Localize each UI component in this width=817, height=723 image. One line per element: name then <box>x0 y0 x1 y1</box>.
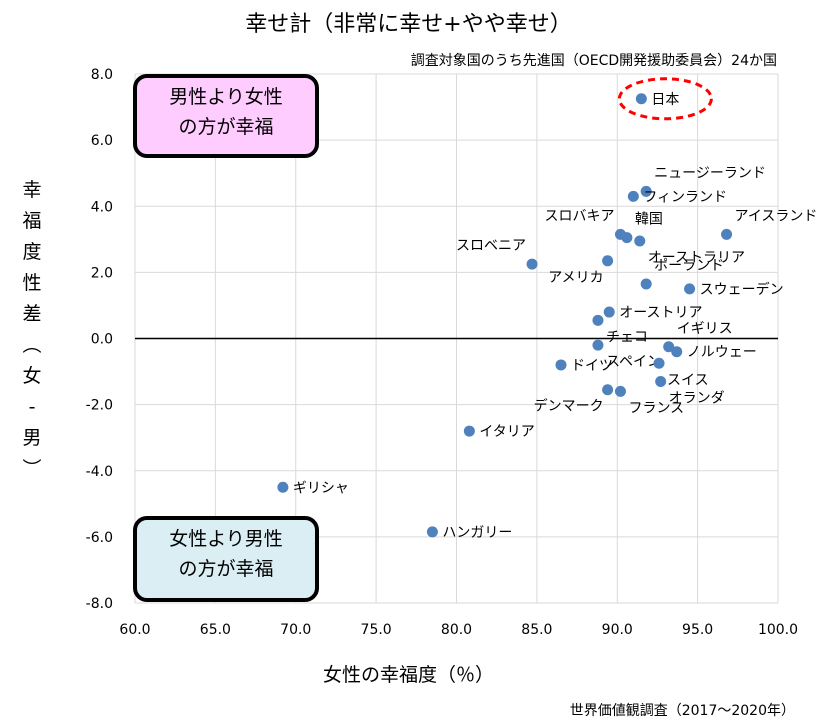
y-tick-label: 4.0 <box>91 199 113 215</box>
data-point <box>634 235 646 247</box>
point-label: ノルウェー <box>687 345 757 361</box>
data-point <box>277 481 289 493</box>
point-label: オーストラリア <box>648 250 745 266</box>
data-point <box>602 384 614 396</box>
y-tick-label: -2.0 <box>86 398 113 414</box>
data-point <box>614 385 626 397</box>
point-label: スロベニア <box>456 238 526 254</box>
data-point <box>663 341 675 353</box>
data-point <box>655 375 667 387</box>
annotation-line-2: の方が幸福 <box>178 558 274 580</box>
point-label: スペイン <box>606 354 661 370</box>
annotation-line-1: 男性より女性 <box>169 86 283 108</box>
chart-title: 幸せ計（非常に幸せ+やや幸せ） <box>245 12 572 37</box>
point-label: スロバキア <box>544 208 614 224</box>
x-tick-label: 95.0 <box>682 622 713 638</box>
data-point <box>640 278 652 290</box>
data-point <box>526 258 538 270</box>
data-point <box>592 314 604 326</box>
data-point <box>627 190 639 202</box>
x-tick-label: 75.0 <box>361 622 392 638</box>
x-tick-label: 80.0 <box>441 622 472 638</box>
x-tick-label: 60.0 <box>119 622 150 638</box>
annotation-line-1: 女性より男性 <box>169 528 283 550</box>
y-tick-label: -4.0 <box>86 464 113 480</box>
y-tick-label: -6.0 <box>86 530 113 546</box>
point-label: アイスランド <box>735 208 817 224</box>
point-label: オランダ <box>669 390 725 406</box>
data-point <box>592 339 604 351</box>
source-note: 世界価値観調査（2017～2020年） <box>569 703 795 719</box>
y-tick-label: 6.0 <box>91 133 113 149</box>
point-label: ドイツ <box>571 358 613 374</box>
y-tick-label: 0.0 <box>91 332 113 348</box>
data-point <box>621 232 633 244</box>
point-label: オーストリア <box>619 305 702 321</box>
data-point <box>635 93 647 105</box>
data-point <box>555 359 567 371</box>
point-label: 韓国 <box>635 212 663 228</box>
x-tick-label: 85.0 <box>521 622 552 638</box>
annotation-box-men-happier: 女性より男性 の方が幸福 <box>133 516 319 602</box>
x-tick-label: 90.0 <box>602 622 633 638</box>
point-label: スイス <box>667 372 709 388</box>
point-label: フランス <box>628 400 684 416</box>
annotation-box-women-happier: 男性より女性 の方が幸福 <box>133 74 319 158</box>
x-tick-label: 100.0 <box>758 622 798 638</box>
data-point <box>653 357 665 369</box>
point-label: イギリス <box>677 321 733 337</box>
point-label: ハンガリー <box>442 525 512 541</box>
point-label: フィンランド <box>643 189 727 205</box>
point-label: 日本 <box>651 92 679 108</box>
data-point <box>684 283 696 295</box>
point-label: アメリカ <box>548 270 603 286</box>
data-point <box>640 185 652 197</box>
x-tick-label: 70.0 <box>280 622 311 638</box>
y-tick-label: 2.0 <box>91 265 113 281</box>
y-axis-label: 幸福度性差 ︵ 女 - 男 ︶ <box>22 179 42 480</box>
chart-subtitle: 調査対象国のうち先進国（OECD開発援助委員会）24か国 <box>410 53 777 69</box>
point-label: イタリア <box>479 424 534 440</box>
point-label: ギリシャ <box>293 480 349 496</box>
point-label: ニュージーランド <box>654 165 766 181</box>
annotation-line-2: の方が幸福 <box>178 116 274 138</box>
point-label: デンマーク <box>534 398 604 415</box>
data-point <box>671 346 683 358</box>
point-label: スウェーデン <box>700 281 784 298</box>
highlight-ellipse <box>617 77 713 121</box>
point-label: ポーランド <box>654 258 724 274</box>
point-label: チェコ <box>606 329 648 345</box>
data-point <box>721 228 733 240</box>
data-point <box>426 526 438 538</box>
x-tick-label: 65.0 <box>200 622 231 638</box>
y-tick-label: 8.0 <box>91 67 113 83</box>
data-point <box>602 255 614 267</box>
y-tick-label: -8.0 <box>86 596 113 612</box>
data-point <box>463 425 475 437</box>
data-point <box>603 306 615 318</box>
x-axis-label: 女性の幸福度（％） <box>322 664 494 686</box>
